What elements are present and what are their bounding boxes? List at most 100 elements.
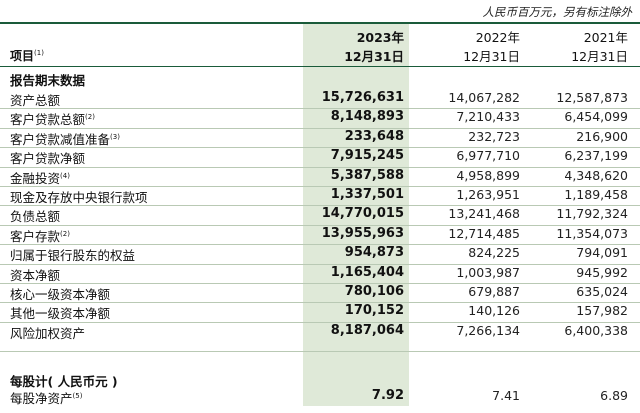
value-2022: 824,225 <box>468 245 520 261</box>
row-label-text: 风险加权资产 <box>10 325 86 341</box>
value-2021: 4,348,620 <box>564 167 628 183</box>
col-2021-year: 2021年 <box>583 30 628 45</box>
value-2022: 140,126 <box>468 303 520 319</box>
value-2022: 4,958,899 <box>456 167 520 183</box>
item-header: 项目(1) <box>10 47 44 64</box>
row-divider <box>0 166 640 168</box>
value-2023: 8,148,893 <box>330 109 404 125</box>
highlight-column-2023 <box>303 22 409 406</box>
row-label-text: 客户存款 <box>10 228 61 244</box>
table-row: 客户贷款总额(2) 8,148,893 7,210,433 6,454,099 <box>0 108 640 127</box>
row-label-text: 客户贷款总额 <box>10 112 86 128</box>
table-row: 每股净资产(5) 7.92 7.41 6.89 <box>0 387 640 406</box>
table-row: 负债总额 14,770,015 13,241,468 11,792,324 <box>0 205 640 224</box>
value-2023: 8,187,064 <box>330 322 404 338</box>
col-2022-date: 12月31日 <box>463 49 520 64</box>
row-label-text: 资本净额 <box>10 267 61 283</box>
row-label-text: 负债总额 <box>10 209 61 225</box>
value-2023: 14,770,015 <box>321 206 404 222</box>
row-divider <box>0 127 640 129</box>
value-2023: 1,165,404 <box>330 264 404 280</box>
table-row: 风险加权资产 8,187,064 7,266,134 6,400,338 <box>0 322 640 341</box>
value-2023: 1,337,501 <box>330 187 404 202</box>
value-2021: 945,992 <box>576 264 628 280</box>
col-2021-date: 12月31日 <box>571 49 628 64</box>
value-2023: 7.92 <box>371 388 404 403</box>
value-2021: 6,237,199 <box>564 148 628 164</box>
value-2023: 233,648 <box>344 128 404 144</box>
row-label: 资本净额 <box>10 265 60 284</box>
value-2023: 170,152 <box>344 303 404 319</box>
row-label-note: (2) <box>85 113 95 122</box>
header-bottom-rule <box>0 66 640 67</box>
value-2022: 232,723 <box>468 128 520 144</box>
item-header-label: 项目 <box>10 49 35 63</box>
row-label-text: 其他一级资本净额 <box>10 306 111 322</box>
value-2021: 6.89 <box>600 388 628 403</box>
row-label: 负债总额 <box>10 206 60 225</box>
row-label-note: (3) <box>110 132 120 141</box>
value-2021: 6,400,338 <box>564 322 628 338</box>
value-2022: 12,714,485 <box>448 225 520 241</box>
section-divider <box>0 351 640 352</box>
value-2022: 7.41 <box>492 388 520 403</box>
row-label: 客户贷款总额(2) <box>10 109 95 128</box>
value-2023: 954,873 <box>344 245 404 261</box>
table-row: 其他一级资本净额 170,152 140,126 157,982 <box>0 302 640 321</box>
value-2021: 216,900 <box>576 128 628 144</box>
table-row: 现金及存放中央银行款项 1,337,501 1,263,951 1,189,458 <box>0 186 640 205</box>
value-2023: 5,387,588 <box>330 167 404 183</box>
unit-note: 人民币百万元，另有标注除外 <box>482 5 633 19</box>
value-2023: 15,726,631 <box>321 90 404 105</box>
row-label: 客户存款(2) <box>10 226 70 245</box>
value-2023: 7,915,245 <box>330 148 404 164</box>
row-label: 核心一级资本净额 <box>10 284 110 303</box>
col-2023-year: 2023年 <box>356 30 404 45</box>
section-title-period-end: 报告期末数据 <box>10 73 86 88</box>
row-label-text: 每股净资产 <box>10 391 73 406</box>
row-divider <box>0 147 640 149</box>
table-row: 归属于银行股东的权益 954,873 824,225 794,091 <box>0 244 640 263</box>
row-label-note: (5) <box>72 391 83 400</box>
row-label: 客户贷款减值准备(3) <box>10 129 120 148</box>
row-label-text: 客户贷款净额 <box>10 151 86 167</box>
row-divider <box>0 186 640 187</box>
row-divider <box>0 244 640 246</box>
section-title-per-share: 每股计( 人民币元 ) <box>10 374 118 389</box>
row-label-text: 金融投资 <box>10 170 61 186</box>
row-divider <box>0 224 640 226</box>
table-row: 客户贷款净额 7,915,245 6,977,710 6,237,199 <box>0 147 640 166</box>
row-label-text: 资产总额 <box>10 93 61 108</box>
item-header-note: (1) <box>34 49 44 57</box>
value-2023: 780,106 <box>344 284 404 299</box>
col-2022-year: 2022年 <box>475 30 520 45</box>
value-2022: 7,210,433 <box>456 109 520 125</box>
value-2021: 1,189,458 <box>564 187 628 202</box>
row-label-text: 现金及存放中央银行款项 <box>10 190 148 205</box>
table-top-rule <box>0 22 640 24</box>
row-label: 其他一级资本净额 <box>10 303 110 322</box>
row-divider <box>0 205 640 207</box>
row-divider <box>0 321 640 323</box>
table-row: 资产总额 15,726,631 14,067,282 12,587,873 <box>0 89 640 108</box>
row-label-note: (2) <box>60 229 70 238</box>
value-2022: 14,067,282 <box>448 90 520 105</box>
row-divider <box>0 108 640 110</box>
value-2021: 6,454,099 <box>564 109 628 125</box>
value-2022: 679,887 <box>468 284 520 299</box>
table-row: 金融投资(4) 5,387,588 4,958,899 4,348,620 <box>0 167 640 186</box>
col-2023-date: 12月31日 <box>344 49 404 64</box>
table-row: 客户贷款减值准备(3) 233,648 232,723 216,900 <box>0 128 640 147</box>
table-row: 资本净额 1,165,404 1,003,987 945,992 <box>0 264 640 283</box>
value-2022: 6,977,710 <box>456 148 520 164</box>
value-2022: 1,003,987 <box>456 264 520 280</box>
row-label: 资产总额 <box>10 90 60 109</box>
value-2021: 635,024 <box>576 284 628 299</box>
row-divider <box>0 283 640 284</box>
row-label-note: (4) <box>60 171 70 180</box>
row-label: 客户贷款净额 <box>10 148 85 167</box>
row-label: 归属于银行股东的权益 <box>10 245 135 264</box>
row-label: 风险加权资产 <box>10 323 85 342</box>
row-label: 现金及存放中央银行款项 <box>10 187 148 206</box>
value-2021: 157,982 <box>576 303 628 319</box>
